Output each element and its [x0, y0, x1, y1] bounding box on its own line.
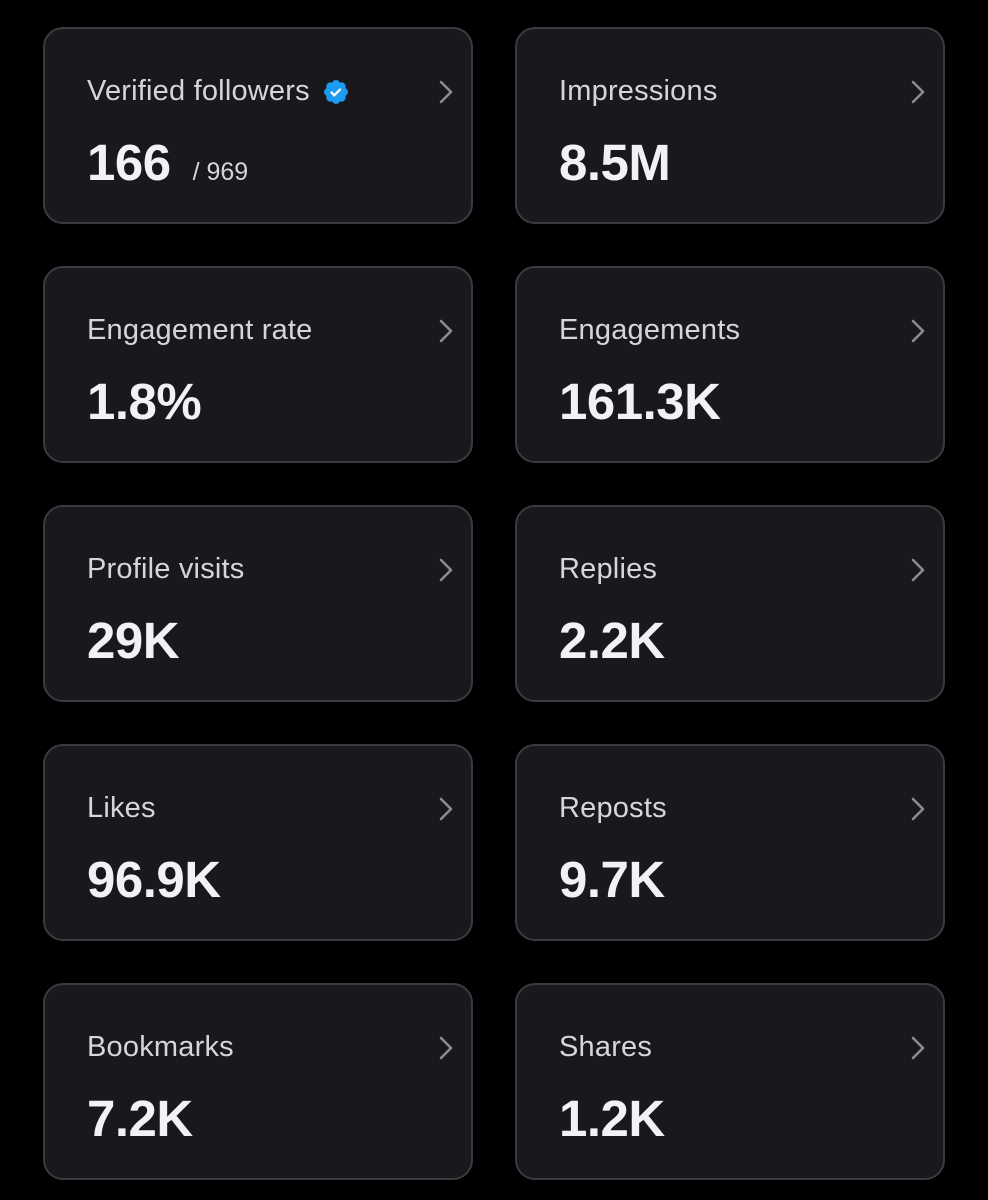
metric-card-engagements[interactable]: Engagements 161.3K: [515, 266, 945, 463]
chevron-right-icon: [435, 1035, 457, 1061]
metric-value-row: 96.9K: [87, 854, 221, 905]
metric-label: Likes: [87, 792, 156, 824]
metric-label: Engagement rate: [87, 314, 313, 346]
metric-label: Reposts: [559, 792, 667, 824]
metric-value: 166: [87, 134, 171, 191]
metric-value: 8.5M: [559, 134, 671, 191]
metric-card-verified-followers[interactable]: Verified followers 166 / 969: [43, 27, 473, 224]
chevron-right-icon: [907, 79, 929, 105]
metric-label-container: Impressions: [559, 75, 718, 108]
chevron-right-icon: [435, 557, 457, 583]
metric-label-container: Profile visits: [87, 553, 245, 586]
metric-value: 96.9K: [87, 851, 221, 908]
metric-card-impressions[interactable]: Impressions 8.5M: [515, 27, 945, 224]
metric-value: 29K: [87, 612, 180, 669]
verified-badge-icon: [322, 78, 350, 106]
metric-subvalue: / 969: [192, 158, 249, 186]
metric-value: 2.2K: [559, 612, 665, 669]
metric-label-container: Replies: [559, 553, 657, 586]
metric-label-container: Shares: [559, 1031, 652, 1064]
metric-value-row: 1.2K: [559, 1093, 665, 1144]
metric-card-replies[interactable]: Replies 2.2K: [515, 505, 945, 702]
metric-label: Profile visits: [87, 553, 245, 585]
metric-card-reposts[interactable]: Reposts 9.7K: [515, 744, 945, 941]
metric-value-row: 7.2K: [87, 1093, 193, 1144]
chevron-right-icon: [907, 1035, 929, 1061]
chevron-right-icon: [435, 796, 457, 822]
metric-label-container: Verified followers: [87, 75, 350, 108]
metric-label: Engagements: [559, 314, 741, 346]
metric-value-row: 161.3K: [559, 373, 721, 430]
metric-value: 9.7K: [559, 851, 665, 908]
chevron-right-icon: [907, 796, 929, 822]
metric-label-container: Engagements: [559, 314, 740, 347]
metric-label: Bookmarks: [87, 1031, 234, 1063]
metric-card-likes[interactable]: Likes 96.9K: [43, 744, 473, 941]
metric-value-row: 1.8%: [87, 373, 202, 430]
metric-value-row: 9.7K: [559, 854, 665, 905]
metric-label: Verified followers: [87, 75, 310, 107]
metric-label-container: Likes: [87, 792, 156, 825]
metric-value-row: 166 / 969: [87, 137, 248, 188]
metric-value-row: 29K: [87, 612, 180, 669]
metric-label-container: Bookmarks: [87, 1031, 234, 1064]
metric-label: Shares: [559, 1031, 653, 1063]
metric-label: Impressions: [559, 75, 718, 107]
metric-label: Replies: [559, 553, 658, 585]
metric-label-container: Engagement rate: [87, 314, 312, 347]
metric-value: 7.2K: [87, 1090, 193, 1147]
metric-value: 1.2K: [559, 1090, 665, 1147]
metric-value: 1.8%: [87, 373, 202, 430]
metric-value: 161.3K: [559, 373, 721, 430]
metric-card-profile-visits[interactable]: Profile visits 29K: [43, 505, 473, 702]
metric-card-shares[interactable]: Shares 1.2K: [515, 983, 945, 1180]
chevron-right-icon: [435, 79, 457, 105]
chevron-right-icon: [907, 557, 929, 583]
chevron-right-icon: [907, 318, 929, 344]
metric-value-row: 2.2K: [559, 615, 665, 666]
metric-card-bookmarks[interactable]: Bookmarks 7.2K: [43, 983, 473, 1180]
metric-card-engagement-rate[interactable]: Engagement rate 1.8%: [43, 266, 473, 463]
metric-value-row: 8.5M: [559, 134, 671, 191]
metric-label-container: Reposts: [559, 792, 667, 825]
chevron-right-icon: [435, 318, 457, 344]
metrics-grid: Verified followers 166 / 969 Impressions…: [43, 27, 945, 1180]
